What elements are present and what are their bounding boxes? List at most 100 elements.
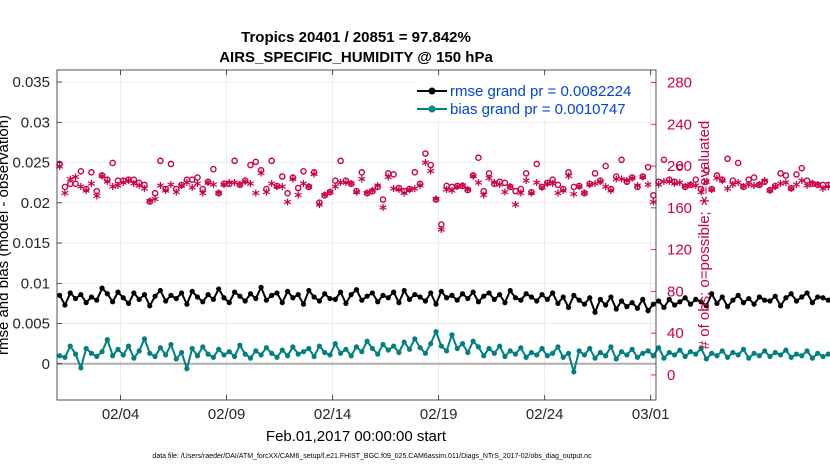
evaluated-point: * bbox=[342, 176, 350, 194]
evaluated-point: * bbox=[687, 178, 695, 196]
bias-point bbox=[497, 343, 503, 349]
bias-point bbox=[650, 353, 656, 359]
evaluated-point: * bbox=[432, 193, 440, 211]
rmse-point bbox=[417, 294, 423, 300]
bias-point bbox=[337, 350, 344, 356]
possible-point bbox=[581, 189, 588, 197]
bias-point bbox=[762, 348, 768, 354]
bias-point bbox=[359, 349, 365, 355]
rmse-point bbox=[178, 290, 185, 296]
rmse-point bbox=[316, 298, 322, 304]
bias-point bbox=[592, 355, 598, 361]
bias-point bbox=[550, 350, 556, 356]
bias-point bbox=[459, 341, 466, 347]
evaluated-point: * bbox=[93, 189, 101, 207]
rmse-point bbox=[369, 290, 376, 296]
evaluated-point: * bbox=[634, 179, 642, 197]
evaluated-point: * bbox=[750, 179, 758, 197]
bias-point bbox=[613, 356, 619, 362]
evaluated-point: * bbox=[98, 170, 106, 188]
rmse-point bbox=[735, 292, 741, 298]
evaluated-point: * bbox=[755, 178, 763, 196]
possible-point bbox=[750, 174, 758, 181]
bias-point bbox=[88, 350, 95, 356]
evaluated-point: * bbox=[262, 185, 270, 203]
bias-point bbox=[147, 350, 153, 356]
evaluated-point: * bbox=[740, 180, 748, 198]
ticks: 02/04 02/09 02/14 02/19 02/24 03/01 0 0.005 0.01… bbox=[12, 70, 692, 423]
bias-point bbox=[502, 353, 508, 360]
bias-point bbox=[417, 345, 423, 351]
evaluated-point: * bbox=[729, 178, 737, 196]
footer-note: data file: /Users/raeder/DAI/ATM_forcXX/… bbox=[152, 453, 592, 460]
evaluated-point: * bbox=[400, 186, 408, 204]
rmse-point bbox=[131, 290, 137, 296]
bias-point bbox=[141, 336, 148, 342]
rmse-point bbox=[481, 293, 487, 299]
possible-point bbox=[77, 167, 85, 175]
evaluated-point: * bbox=[337, 176, 345, 194]
bias-point bbox=[815, 350, 821, 356]
bias-point bbox=[661, 355, 667, 361]
evaluated-point: * bbox=[554, 186, 562, 204]
possible-point bbox=[634, 183, 641, 191]
y2-tick-label: 200 bbox=[667, 158, 692, 175]
evaluated-point: * bbox=[676, 176, 684, 194]
possible-point bbox=[512, 187, 519, 195]
rmse-point bbox=[475, 299, 482, 305]
possible-point bbox=[278, 173, 286, 180]
bias-point bbox=[189, 345, 195, 352]
evaluated-point: * bbox=[225, 176, 233, 194]
rmse-point bbox=[125, 300, 132, 307]
rmse-point bbox=[486, 290, 492, 296]
evaluated-point: * bbox=[204, 176, 212, 194]
evaluated-point: * bbox=[596, 175, 604, 193]
evaluated-point: * bbox=[289, 173, 297, 191]
bias-point bbox=[735, 352, 741, 358]
legend-marker-bias bbox=[428, 105, 436, 113]
chart-subtitle: AIRS_SPECIFIC_HUMIDITY @ 150 hPa bbox=[219, 49, 493, 66]
evaluated-point: * bbox=[692, 179, 700, 197]
bias-point bbox=[783, 347, 789, 353]
bias-point bbox=[756, 353, 762, 359]
rmse-point bbox=[666, 296, 672, 302]
possible-point bbox=[803, 177, 811, 184]
bias-point bbox=[136, 348, 142, 354]
rmse-point bbox=[518, 297, 524, 303]
possible-point bbox=[300, 167, 307, 175]
bias-point bbox=[391, 343, 397, 349]
possible-point bbox=[363, 189, 371, 197]
possible-point bbox=[146, 198, 154, 205]
bias-point bbox=[380, 341, 386, 348]
possible-point bbox=[353, 187, 360, 195]
bias-point bbox=[576, 348, 582, 354]
evaluated-point: * bbox=[368, 184, 376, 202]
rmse-point bbox=[290, 295, 296, 301]
rmse-point bbox=[783, 295, 789, 301]
bias-point bbox=[465, 349, 471, 356]
rmse-point bbox=[571, 292, 577, 298]
evaluated-point: * bbox=[188, 181, 196, 199]
bias-point bbox=[375, 351, 381, 357]
evaluated-point: * bbox=[761, 174, 769, 192]
evaluated-point: * bbox=[453, 180, 461, 198]
rmse-point bbox=[205, 291, 211, 298]
evaluated-point: * bbox=[379, 201, 387, 219]
possible-point bbox=[692, 176, 700, 183]
bias-point bbox=[253, 348, 259, 354]
rmse-point bbox=[820, 295, 826, 301]
rmse-point bbox=[465, 295, 471, 302]
possible-point bbox=[326, 188, 334, 196]
y2-tick-label: 160 bbox=[667, 200, 692, 217]
possible-point bbox=[660, 156, 668, 164]
evaluated-point: * bbox=[787, 182, 795, 200]
rmse-point bbox=[762, 297, 768, 303]
rmse-point bbox=[528, 294, 535, 300]
rmse-point bbox=[746, 295, 752, 302]
evaluated-point: * bbox=[798, 174, 806, 192]
evaluated-point: * bbox=[363, 186, 371, 204]
rmse-point bbox=[231, 289, 238, 295]
evaluated-point: * bbox=[527, 186, 535, 204]
evaluated-point: * bbox=[607, 184, 615, 202]
bias-point bbox=[226, 349, 232, 355]
